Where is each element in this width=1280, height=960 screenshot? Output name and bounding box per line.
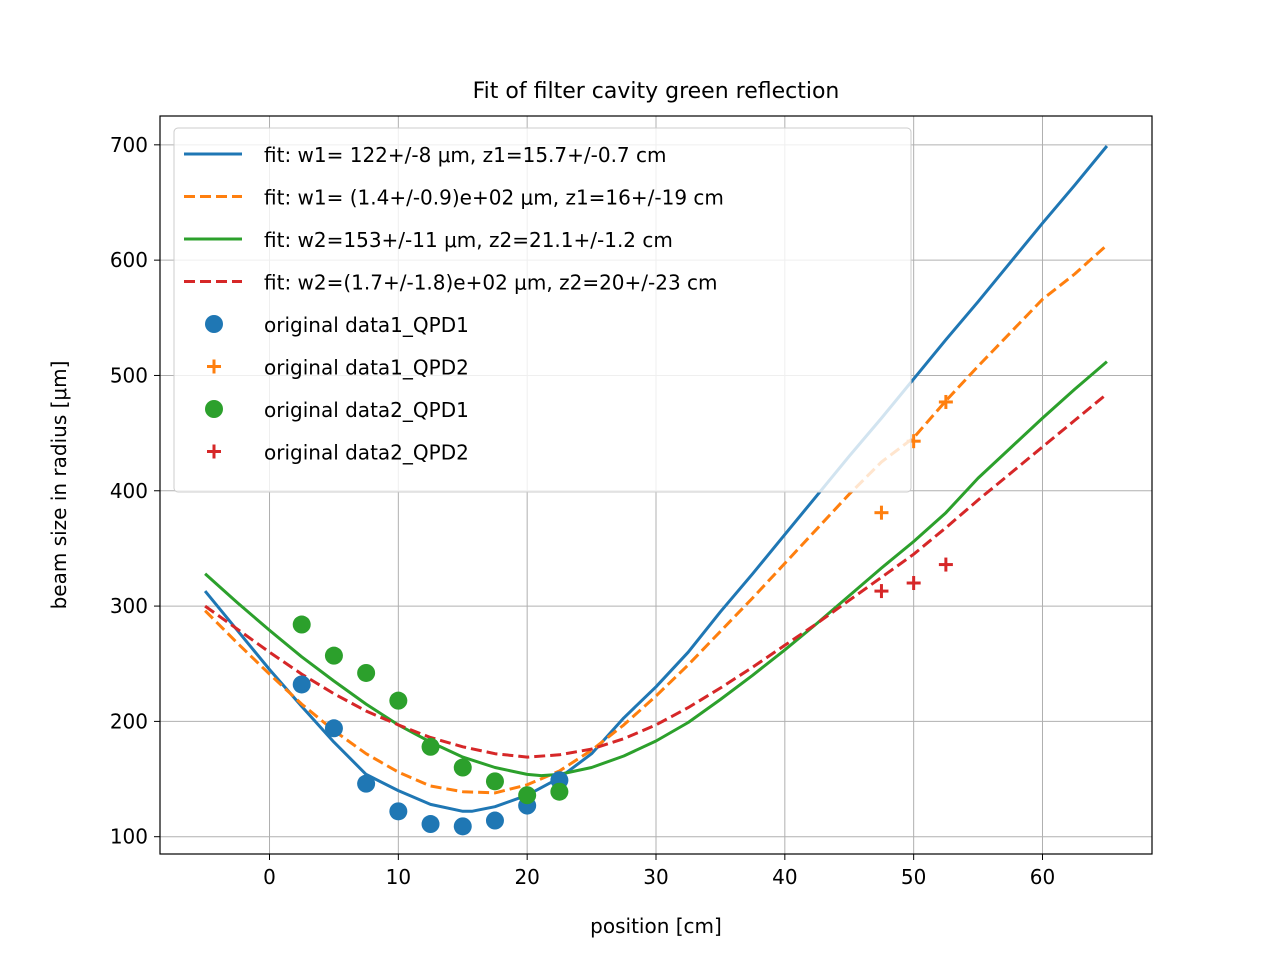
fit-line-series-4	[204, 392, 1108, 759]
legend-label-7: original data2_QPD1	[264, 398, 469, 422]
fit-line-series-1	[203, 145, 1109, 813]
data-point-series-7	[485, 772, 504, 791]
data-point-series-7	[421, 737, 440, 756]
legend-handle-5	[205, 315, 223, 333]
data-point-series-7	[389, 691, 408, 710]
data-point-series-7	[550, 782, 569, 801]
fit-line-series-3	[204, 360, 1108, 778]
data-point-series-7	[518, 786, 537, 805]
legend-label-6: original data1_QPD2	[264, 356, 469, 380]
y-tick-label: 700	[110, 133, 148, 157]
data-point-series-7	[324, 646, 343, 665]
data-point-series-8	[906, 576, 921, 591]
data-point-series-5	[389, 802, 408, 821]
legend: fit: w1= 122+/-8 μm, z1=15.7+/-0.7 cm fit…	[173, 127, 912, 493]
legend-label-1: fit: w1= 122+/-8 μm, z1=15.7+/-0.7 cm	[264, 143, 667, 167]
data-point-series-5	[421, 815, 440, 834]
data-point-series-5	[485, 811, 504, 830]
x-axis-label: position [cm]	[590, 914, 722, 938]
data-point-series-7	[357, 663, 376, 682]
y-tick-label: 500	[110, 363, 148, 387]
y-tick-label: 200	[110, 709, 148, 733]
data-point-series-7	[453, 758, 472, 777]
x-tick-label: 60	[1030, 865, 1055, 889]
data-point-series-5	[453, 817, 472, 836]
legend-label-3: fit: w2=153+/-11 μm, z2=21.1+/-1.2 cm	[264, 228, 673, 252]
axis-ticks: 0 10 20 30 40 50 60 100 200 300 400 500 600 700	[110, 133, 1055, 889]
legend-handle-8	[207, 444, 221, 459]
data-point-series-5	[292, 675, 311, 694]
legend-label-2: fit: w1= (1.4+/-0.9)e+02 μm, z1=16+/-19 …	[264, 186, 724, 210]
data-point-series-6	[874, 505, 889, 520]
y-tick-label: 400	[110, 479, 148, 503]
y-tick-label: 100	[110, 825, 148, 849]
data-point-series-8	[938, 557, 953, 572]
y-axis-label: beam size in radius [μm]	[47, 361, 71, 610]
x-tick-label: 20	[514, 865, 539, 889]
legend-handle-7	[205, 400, 223, 418]
x-tick-label: 30	[643, 865, 668, 889]
x-tick-label: 0	[263, 865, 276, 889]
legend-label-5: original data1_QPD1	[264, 313, 469, 337]
data-point-series-5	[357, 774, 376, 793]
data-point-series-8	[874, 584, 889, 599]
fit-line-series-2	[204, 243, 1108, 795]
x-tick-label: 10	[386, 865, 411, 889]
data-point-series-5	[324, 719, 343, 738]
data-point-series-7	[292, 615, 311, 634]
x-tick-label: 50	[901, 865, 926, 889]
legend-label-8: original data2_QPD2	[264, 441, 469, 465]
y-tick-label: 300	[110, 594, 148, 618]
plot-area	[203, 145, 1109, 836]
chart-title: Fit of filter cavity green reflection	[473, 79, 840, 104]
data-point-series-6	[938, 394, 953, 409]
legend-label-4: fit: w2=(1.7+/-1.8)e+02 μm, z2=20+/-23 c…	[264, 271, 718, 295]
legend-handle-6	[207, 359, 221, 374]
x-tick-label: 40	[772, 865, 797, 889]
legend-frame	[173, 127, 912, 493]
y-tick-label: 600	[110, 248, 148, 272]
